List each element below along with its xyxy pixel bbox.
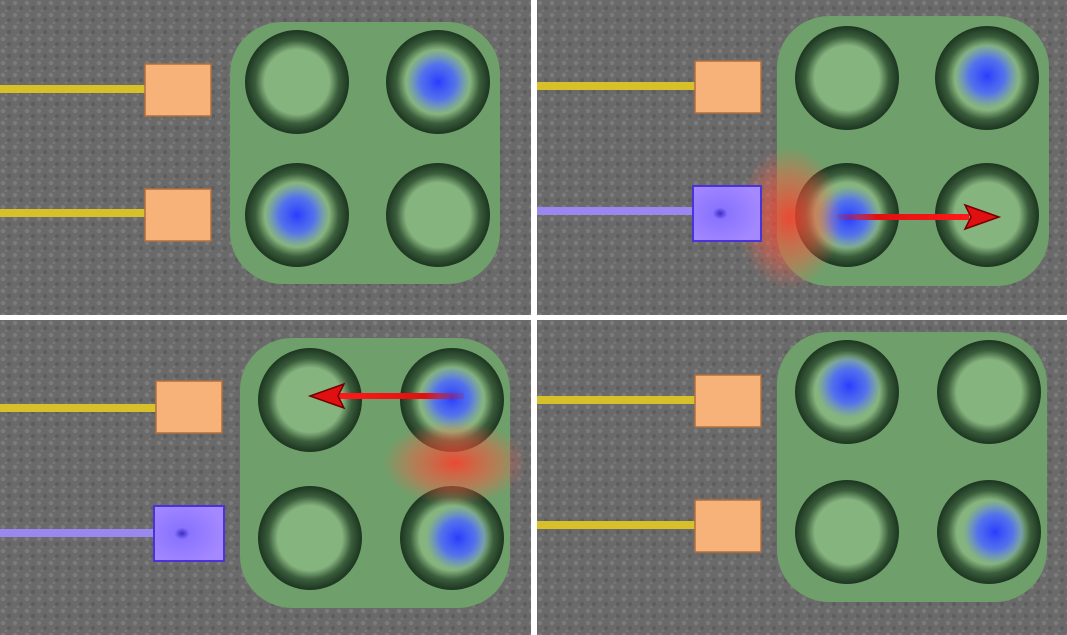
- quantum-dot-top-left: [258, 348, 362, 452]
- lead-top: [0, 404, 158, 412]
- tunnel-arrow: [307, 382, 464, 410]
- field-glow: [383, 421, 527, 505]
- panel-after-tunneling: [0, 320, 531, 635]
- electron-bottom-left: [265, 183, 329, 247]
- tunnel-arrow: [837, 203, 1002, 231]
- quantum-dot-top-left: [795, 26, 899, 130]
- electron-top-left: [817, 354, 881, 418]
- gate-top: [694, 60, 762, 114]
- gate-bottom: [694, 499, 762, 553]
- field-glow: [737, 146, 841, 290]
- panel-initial-state: [0, 0, 531, 315]
- electron-top-right: [406, 50, 470, 114]
- quantum-dot-bottom-left: [258, 486, 362, 590]
- lead-top: [537, 396, 697, 404]
- electron-top-right: [955, 44, 1019, 108]
- lead-top: [0, 85, 148, 93]
- electron-bottom-right: [963, 500, 1027, 564]
- panel-gate-activated: [537, 0, 1067, 315]
- lead-bottom-active: [537, 207, 695, 215]
- quantum-dot-bottom-right: [386, 163, 490, 267]
- gate-bottom: [144, 188, 212, 242]
- gate-bottom-active: [153, 505, 225, 562]
- quantum-dot-top-right: [937, 340, 1041, 444]
- lead-top: [537, 82, 697, 90]
- lead-bottom: [0, 209, 148, 217]
- gate-top: [694, 374, 762, 428]
- gate-top: [155, 380, 223, 434]
- quantum-dot-bottom-left: [795, 480, 899, 584]
- lead-bottom: [537, 521, 697, 529]
- gate-top: [144, 63, 212, 117]
- quantum-dot-top-left: [245, 30, 349, 134]
- electron-bottom-right: [426, 506, 490, 570]
- lead-bottom-active: [0, 529, 155, 537]
- panel-final-state: [537, 320, 1067, 635]
- gate-bottom-active: [692, 185, 762, 242]
